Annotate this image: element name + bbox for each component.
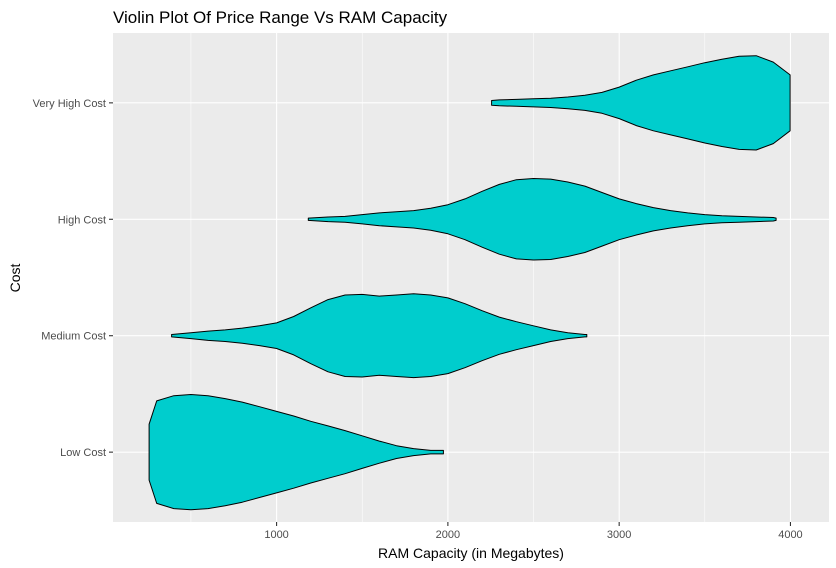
x-axis-title: RAM Capacity (in Megabytes) — [378, 545, 564, 561]
x-axis: 1000 2000 3000 4000 — [264, 522, 803, 541]
x-tick-label: 1000 — [264, 529, 288, 541]
y-tick-label: Low Cost — [60, 447, 106, 459]
x-tick-label: 3000 — [607, 529, 631, 541]
chart-title: Violin Plot Of Price Range Vs RAM Capaci… — [113, 8, 448, 27]
y-axis: Low Cost Medium Cost High Cost Very High Co… — [33, 98, 113, 459]
violins — [148, 55, 791, 511]
violin-low-cost — [148, 394, 444, 511]
y-axis-title: Cost — [7, 264, 23, 293]
violin-medium-cost — [171, 293, 588, 379]
y-tick-label: High Cost — [58, 214, 106, 226]
x-tick-label: 2000 — [436, 529, 460, 541]
x-tick-label: 4000 — [778, 529, 802, 541]
violin-very-high-cost — [491, 55, 791, 151]
y-tick-label: Very High Cost — [33, 98, 106, 110]
violin-high-cost — [307, 178, 777, 261]
y-tick-label: Medium Cost — [41, 331, 106, 343]
